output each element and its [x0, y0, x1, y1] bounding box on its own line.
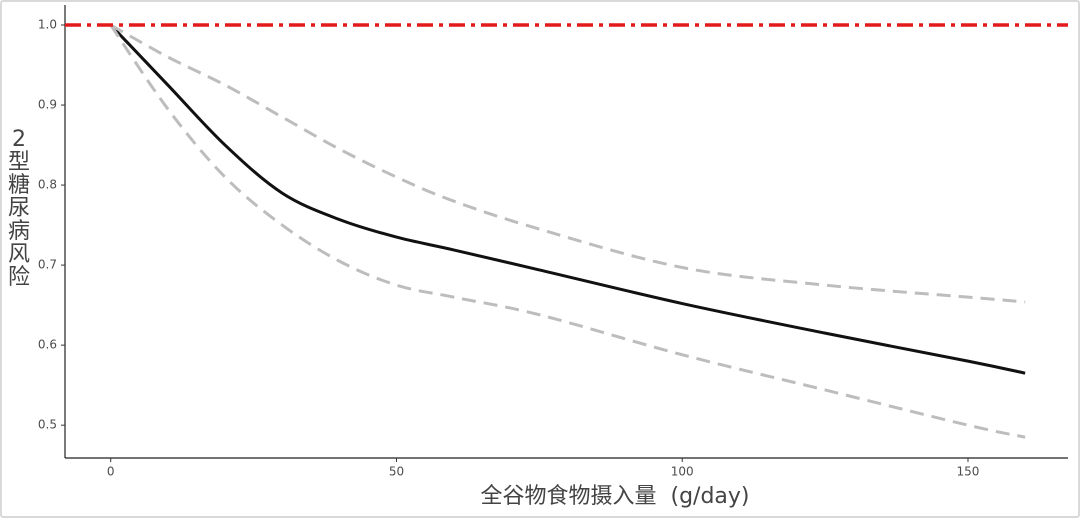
y-axis-label: 2型糖尿病风险	[8, 127, 31, 290]
y-tick-label: 1.0	[38, 18, 57, 32]
series-line	[109, 23, 1026, 375]
y-tick-label: 0.8	[38, 178, 57, 192]
y-tick-label: 0.7	[38, 258, 57, 272]
x-axis-label: 全谷物食物摄入量 (g/day)	[480, 484, 750, 509]
x-tick-label: 150	[957, 465, 980, 479]
series-line	[109, 24, 1026, 439]
series-line	[109, 23, 1026, 304]
x-tick-label: 100	[671, 465, 694, 479]
y-tick-label: 0.9	[38, 98, 57, 112]
x-tick-label: 50	[389, 465, 404, 479]
y-tick-label: 0.6	[38, 338, 57, 352]
y-tick-label: 0.5	[38, 418, 57, 432]
x-tick-label: 0	[107, 465, 115, 479]
